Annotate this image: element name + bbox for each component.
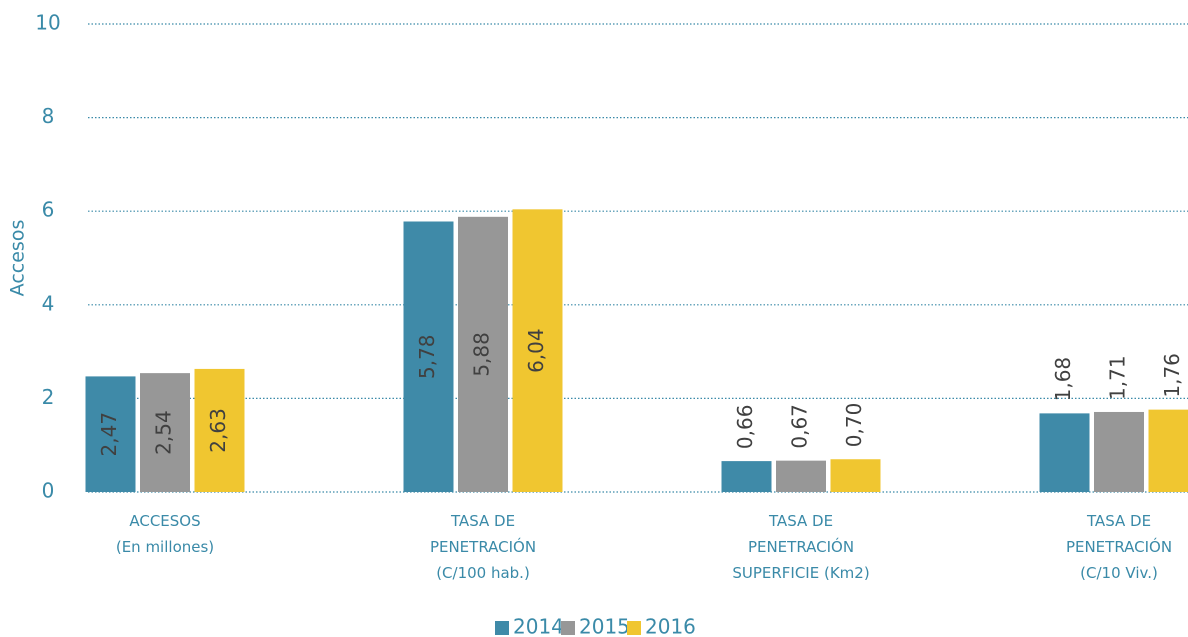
- legend-swatch: [495, 621, 509, 635]
- x-tick-label: TASA DE PENETRACIÓN SUPERFICIE (Km2): [732, 512, 870, 582]
- y-axis-label: Accesos: [7, 220, 29, 297]
- legend-swatch: [627, 621, 641, 635]
- legend-label: 2014: [513, 615, 564, 637]
- x-tick-label: ACCESOS (En millones): [115, 512, 215, 556]
- bar: [194, 368, 245, 492]
- y-tick-label: 10: [35, 11, 60, 35]
- bar: [85, 376, 136, 492]
- value-label: 0,66: [733, 405, 757, 450]
- bar: [512, 209, 563, 492]
- value-label: 2,63: [206, 408, 230, 453]
- bar: [458, 216, 508, 493]
- x-tick-label: TASA DE PENETRACIÓN (C/10 Viv.): [1065, 512, 1173, 582]
- value-label: 6,04: [524, 328, 548, 373]
- bar: [830, 459, 881, 492]
- legend-label: 2016: [645, 615, 696, 637]
- bar: [776, 460, 826, 492]
- y-tick-label: 4: [42, 291, 55, 315]
- value-label: 5,78: [415, 334, 439, 379]
- legend-swatch: [561, 621, 575, 635]
- value-label: 2,47: [97, 412, 121, 457]
- value-label: 5,88: [470, 332, 494, 377]
- legend-label: 2015: [579, 615, 630, 637]
- value-label: 1,76: [1160, 353, 1184, 398]
- bar: [1148, 409, 1188, 492]
- value-label: 2,54: [152, 410, 176, 455]
- bar: [1094, 411, 1144, 492]
- bar: [140, 373, 190, 492]
- y-tick-label: 6: [42, 198, 55, 222]
- y-tick-label: 8: [42, 104, 55, 128]
- bar: [721, 461, 772, 492]
- value-label: 0,70: [842, 403, 866, 448]
- value-label: 1,71: [1106, 355, 1130, 400]
- y-tick-label: 0: [42, 479, 55, 503]
- bar: [1039, 413, 1090, 492]
- value-label: 0,67: [788, 404, 812, 449]
- y-tick-label: 2: [42, 385, 55, 409]
- value-label: 1,68: [1051, 357, 1075, 402]
- bar: [403, 221, 454, 492]
- x-tick-label: TASA DE PENETRACIÓN (C/100 hab.): [429, 512, 537, 582]
